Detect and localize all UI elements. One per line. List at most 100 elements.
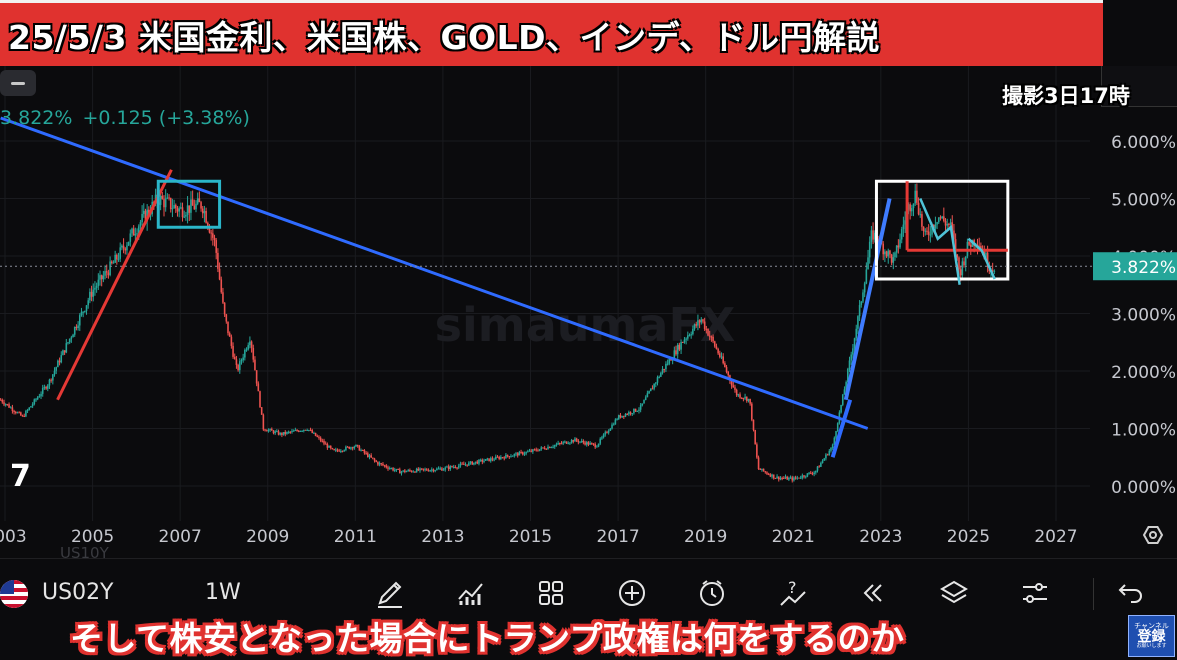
candle-body (917, 202, 920, 215)
candle-body (579, 441, 581, 443)
ideas-icon[interactable]: ? (775, 575, 811, 611)
candle-body (353, 446, 356, 449)
x-tick-label: 2025 (947, 527, 990, 547)
us-flag-icon[interactable] (0, 580, 28, 608)
candle-body (690, 334, 692, 336)
candle-body (831, 444, 834, 448)
candle-body (776, 476, 778, 479)
price-label-bg (1093, 252, 1177, 281)
candle-body (542, 447, 544, 449)
candle-body (909, 204, 911, 212)
candle-body (889, 250, 891, 255)
candle-body (346, 446, 349, 448)
candle-body (841, 394, 844, 405)
subscribe-badge[interactable]: チャンネル 登録 お願いします (1128, 615, 1175, 657)
time-axis[interactable]: 2003 2005 2007 2009 2011 2013 2015 2017 2019 2021… (0, 527, 1078, 558)
candle-body (843, 389, 846, 395)
long-term-trendline[interactable] (0, 116, 869, 430)
candle-body (245, 349, 248, 351)
candle-body (210, 232, 212, 234)
candle-body (230, 336, 233, 346)
projection-path-2[interactable] (967, 237, 996, 280)
candle-body (14, 411, 17, 413)
candle-body (735, 389, 738, 396)
candle-body (968, 241, 970, 245)
candle-body (786, 476, 788, 480)
candle-body (777, 476, 780, 480)
drawing-annotations[interactable] (0, 116, 1092, 458)
candle-body (237, 364, 239, 371)
candle-body (274, 431, 276, 434)
candle-body (722, 356, 724, 364)
candle-body (97, 279, 100, 287)
layouts-icon[interactable] (533, 575, 569, 611)
candle-body (451, 466, 453, 468)
candle-body (567, 443, 570, 445)
candle-body (427, 470, 430, 472)
candle-body (134, 234, 137, 236)
candle-body (213, 237, 216, 241)
candle-body (520, 451, 522, 453)
layers-icon[interactable] (936, 575, 972, 611)
replay-icon[interactable] (855, 575, 891, 611)
draw-icon[interactable] (372, 575, 408, 611)
candle-body (257, 383, 260, 392)
candle-body (649, 388, 652, 392)
indicators-icon[interactable] (453, 575, 489, 611)
candle-body (498, 457, 500, 459)
video-subtitle: そして株安となった場合にトランプ政権は何をするのか (70, 619, 905, 658)
range-2023-box[interactable] (874, 179, 1010, 281)
alert-icon[interactable] (694, 575, 730, 611)
candle-body (646, 393, 649, 398)
candle-body (397, 468, 399, 470)
candle-body (528, 450, 531, 452)
candle-body (124, 248, 127, 251)
collapse-legend-button[interactable] (0, 70, 36, 96)
candle-body (911, 208, 913, 212)
candle-body (587, 442, 590, 445)
peak-2007-box[interactable] (156, 179, 222, 229)
candle-body (885, 251, 888, 257)
candle-body (873, 232, 876, 240)
candle-body (702, 319, 704, 322)
price-axis[interactable]: 6.000%5.000%4.000%3.000%2.000%1.000%0.00… (1093, 133, 1177, 498)
candle-body (385, 465, 388, 468)
candle-body (104, 271, 106, 276)
candle-body (900, 229, 903, 240)
candle-body (609, 428, 612, 431)
candle-body (592, 443, 595, 445)
candle-body (350, 447, 352, 449)
candle-body (553, 445, 556, 447)
candle-body (668, 358, 671, 364)
candle-body (503, 457, 506, 459)
undo-icon[interactable] (1113, 575, 1149, 611)
candle-body (804, 476, 807, 478)
symbol-search-button[interactable]: US02Y (42, 580, 114, 605)
candle-body (961, 261, 964, 276)
candle-body (665, 363, 667, 370)
uptrend-line[interactable] (56, 169, 173, 401)
candle-body (395, 468, 398, 471)
candle-body (724, 363, 726, 368)
y-tick-label: 5.000% (1111, 191, 1176, 211)
candle-body (707, 329, 709, 336)
interval-button[interactable]: 1W (205, 580, 241, 605)
add-icon[interactable] (614, 575, 650, 611)
candle-body (380, 463, 383, 465)
surge-line-upper[interactable] (843, 198, 892, 401)
candle-body (255, 370, 258, 384)
chart-settings-icon[interactable] (1142, 526, 1164, 544)
candle-body (109, 261, 111, 276)
candle-body (461, 463, 463, 465)
candle-body (164, 198, 167, 208)
candle-body (653, 383, 655, 389)
settings-icon[interactable] (1017, 575, 1053, 611)
candle-body (1, 399, 4, 403)
candle-body (463, 463, 465, 465)
candle-body (575, 438, 578, 441)
top-right-panel-button[interactable] (1101, 66, 1177, 107)
surge-line-lower[interactable] (830, 399, 853, 458)
price-chart[interactable]: simaumaFX 6.000%5.000%4.000%3.000%2.000%… (0, 66, 1177, 558)
projection-path-1[interactable] (919, 198, 961, 285)
candle-body (516, 453, 519, 456)
